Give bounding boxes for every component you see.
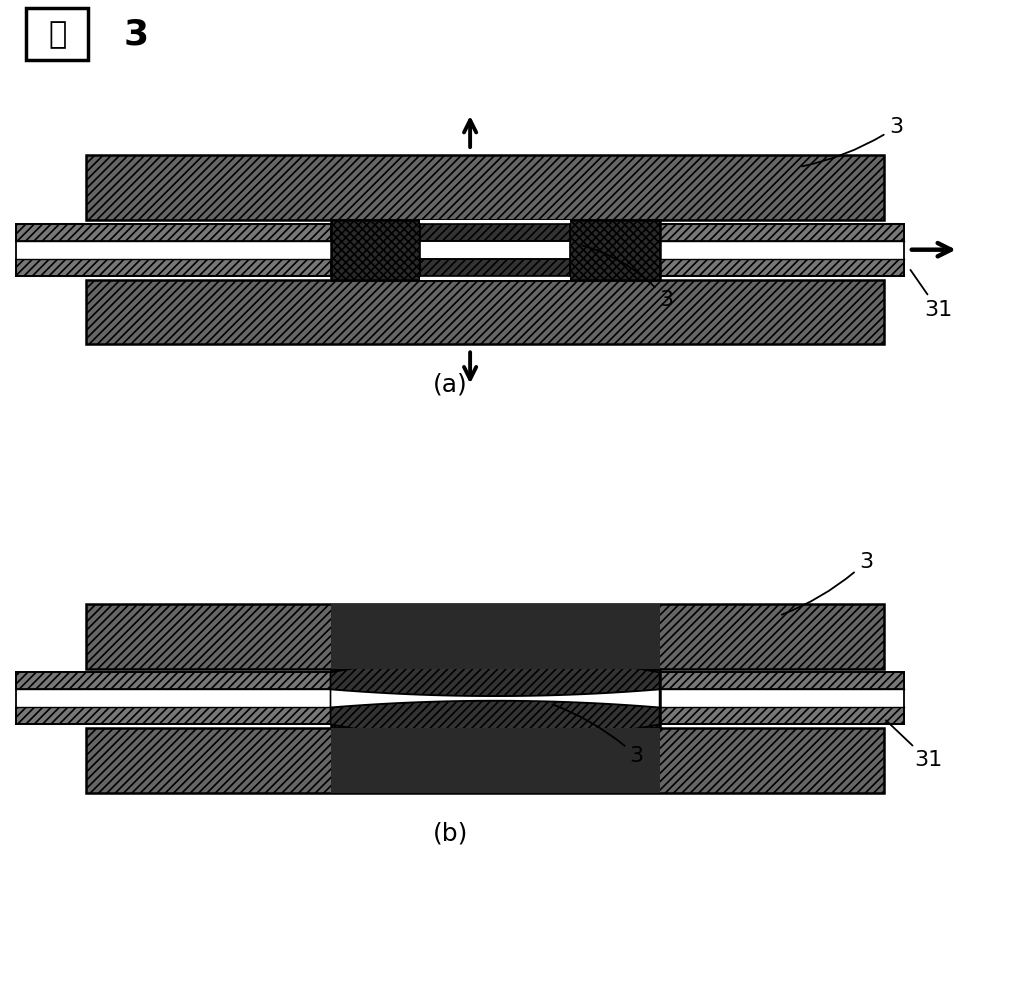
Bar xyxy=(331,603,660,668)
Bar xyxy=(660,259,904,276)
Bar xyxy=(16,690,331,707)
Bar xyxy=(660,690,904,707)
Text: 3: 3 xyxy=(782,552,873,615)
Text: 31: 31 xyxy=(886,720,942,770)
Bar xyxy=(27,9,88,60)
Bar xyxy=(331,219,660,279)
Bar xyxy=(86,154,884,219)
Text: 31: 31 xyxy=(911,270,952,320)
Bar xyxy=(16,241,331,259)
Text: 3: 3 xyxy=(552,705,644,767)
Bar xyxy=(421,219,570,241)
Text: 图: 图 xyxy=(48,20,66,49)
Bar xyxy=(331,728,660,793)
Bar xyxy=(421,259,570,276)
Bar xyxy=(660,672,904,690)
Polygon shape xyxy=(331,701,660,740)
Polygon shape xyxy=(331,690,660,707)
Bar xyxy=(16,707,331,724)
Bar xyxy=(421,223,570,241)
Bar xyxy=(86,279,884,344)
Bar xyxy=(660,223,904,241)
Bar xyxy=(86,728,884,793)
Text: 3: 3 xyxy=(582,245,674,310)
Bar xyxy=(16,672,331,690)
Text: 3: 3 xyxy=(801,117,903,166)
Bar xyxy=(86,603,884,668)
Bar xyxy=(331,668,660,728)
Bar xyxy=(421,259,570,279)
Text: (b): (b) xyxy=(433,821,468,845)
Polygon shape xyxy=(331,657,660,696)
Bar xyxy=(16,259,331,276)
Text: (a): (a) xyxy=(433,372,468,397)
Bar xyxy=(16,223,331,241)
Bar xyxy=(421,241,570,259)
Bar xyxy=(660,707,904,724)
Bar xyxy=(660,241,904,259)
Text: 3: 3 xyxy=(124,18,148,51)
